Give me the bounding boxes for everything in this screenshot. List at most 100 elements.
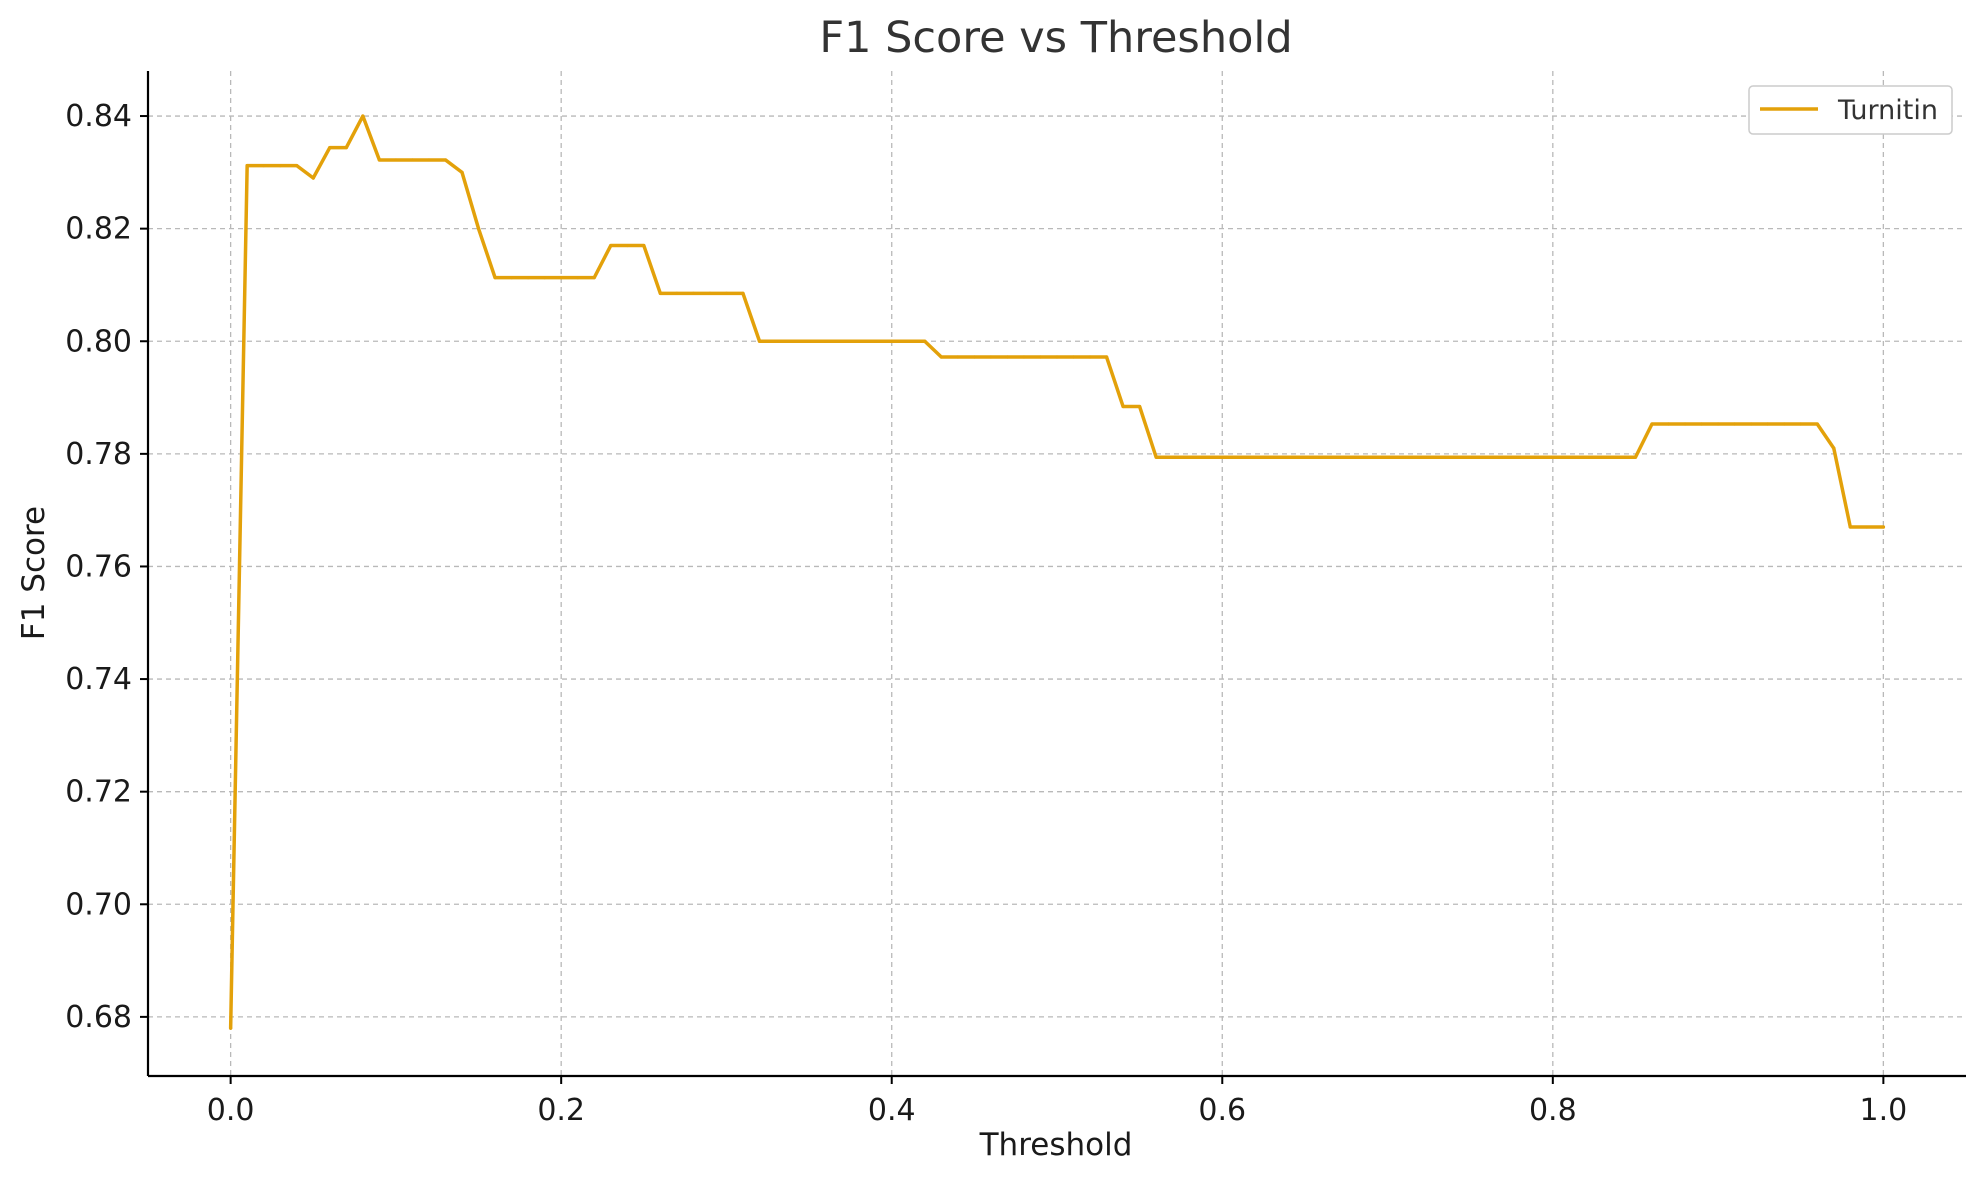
y-tick-label: 0.72 xyxy=(65,775,132,810)
data-point xyxy=(1650,422,1654,426)
data-point xyxy=(394,158,398,162)
legend-label-turnitin: Turnitin xyxy=(1837,95,1938,126)
data-point xyxy=(1865,525,1869,529)
data-point xyxy=(1782,422,1786,426)
series-lines xyxy=(228,114,1886,1030)
data-point xyxy=(295,163,299,168)
data-point xyxy=(576,276,580,280)
data-point xyxy=(873,339,877,343)
series-line-turnitin xyxy=(228,114,1886,1030)
data-point xyxy=(1022,355,1026,359)
data-point xyxy=(1600,455,1604,459)
data-point xyxy=(1699,422,1704,426)
data-point xyxy=(1270,455,1274,459)
data-point xyxy=(278,163,282,168)
data-point xyxy=(1055,355,1059,359)
data-point xyxy=(1733,422,1737,426)
y-tick-label: 0.76 xyxy=(65,549,132,584)
data-point xyxy=(741,291,745,295)
data-point xyxy=(1385,455,1390,459)
grid-lines xyxy=(148,71,1966,1076)
data-point xyxy=(972,355,976,359)
x-tick-label: 0.8 xyxy=(1529,1093,1577,1128)
data-point xyxy=(1485,455,1489,459)
data-point xyxy=(1749,422,1753,426)
data-point xyxy=(824,339,828,343)
data-point xyxy=(1716,422,1720,426)
data-point xyxy=(460,170,464,174)
data-point xyxy=(790,339,795,343)
data-point xyxy=(807,339,811,343)
data-point xyxy=(1303,455,1307,459)
data-point xyxy=(377,158,381,162)
data-point xyxy=(1848,525,1852,529)
data-point xyxy=(1369,455,1373,459)
y-tick-label: 0.82 xyxy=(65,212,132,247)
data-point xyxy=(724,291,729,295)
data-point xyxy=(1402,455,1406,459)
data-point xyxy=(361,114,365,118)
data-point xyxy=(675,291,679,295)
data-point xyxy=(427,158,431,162)
x-tick-label: 0.2 xyxy=(537,1093,585,1128)
data-point xyxy=(410,158,415,162)
data-point xyxy=(691,291,696,295)
data-point xyxy=(1237,455,1241,459)
data-point xyxy=(1336,455,1340,459)
data-point xyxy=(1204,455,1208,459)
data-point xyxy=(890,339,894,343)
data-point xyxy=(642,243,646,248)
data-point xyxy=(906,339,910,343)
data-point xyxy=(1352,455,1357,459)
data-point xyxy=(1071,355,1076,359)
data-point xyxy=(526,276,530,280)
y-tick-label: 0.70 xyxy=(65,887,132,922)
data-point xyxy=(857,339,861,343)
data-point xyxy=(1766,422,1770,426)
chart-title: F1 Score vs Threshold xyxy=(819,13,1292,63)
data-point xyxy=(939,355,943,359)
data-point xyxy=(956,355,960,359)
data-point xyxy=(1683,422,1687,426)
y-tick-label: 0.68 xyxy=(65,1000,132,1035)
data-point xyxy=(1468,455,1472,459)
data-point xyxy=(1419,455,1423,459)
data-point xyxy=(1881,525,1885,529)
x-tick-label: 0.6 xyxy=(1198,1093,1246,1128)
data-point xyxy=(1617,455,1621,459)
data-point xyxy=(1138,404,1142,409)
y-axis-label: F1 Score xyxy=(16,506,52,640)
data-point xyxy=(1815,422,1819,426)
data-point xyxy=(1171,455,1175,459)
data-point xyxy=(609,243,613,248)
data-point xyxy=(1435,455,1439,459)
data-point xyxy=(1666,422,1671,426)
data-point xyxy=(344,145,348,150)
data-point xyxy=(989,355,993,359)
data-point xyxy=(774,339,778,343)
data-point xyxy=(625,243,629,248)
data-point xyxy=(1154,455,1158,459)
data-point xyxy=(1187,455,1191,459)
data-point xyxy=(1452,455,1456,459)
data-point xyxy=(443,158,448,162)
x-axis-label: Threshold xyxy=(979,1127,1133,1163)
y-tick-label: 0.80 xyxy=(65,324,132,359)
x-tick-label: 1.0 xyxy=(1860,1093,1908,1128)
data-point xyxy=(923,339,927,343)
data-point xyxy=(1038,355,1043,359)
legend: Turnitin xyxy=(1748,85,1953,135)
data-point xyxy=(1551,455,1555,459)
data-point xyxy=(1104,355,1109,359)
data-point xyxy=(1220,455,1224,459)
data-point xyxy=(493,276,497,280)
y-tick-label: 0.74 xyxy=(65,662,132,697)
data-point xyxy=(592,276,596,280)
data-point xyxy=(1319,455,1324,459)
data-point xyxy=(1633,455,1638,459)
data-point xyxy=(1286,455,1290,459)
data-point xyxy=(1799,422,1803,426)
data-point xyxy=(1088,355,1092,359)
